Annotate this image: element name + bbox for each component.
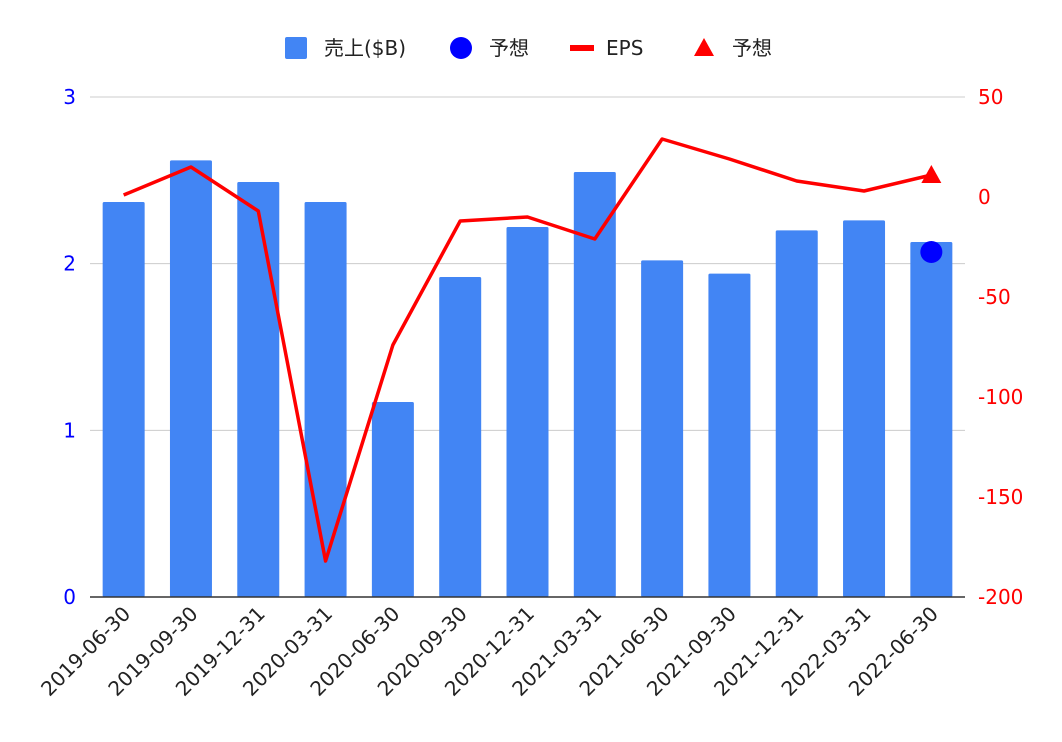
bar (506, 227, 549, 597)
legend-swatch-circle (450, 37, 472, 59)
bar (910, 242, 953, 597)
bar (573, 172, 616, 597)
eps-line (122, 137, 932, 563)
right-tick-label: -150 (978, 485, 1023, 509)
forecast-point-triangle (921, 165, 942, 183)
legend-swatch-triangle (694, 38, 714, 56)
legend-label: EPS (606, 36, 643, 60)
forecast-point-circle (920, 241, 943, 263)
left-tick-label: 0 (63, 585, 76, 609)
bar (304, 202, 347, 597)
bar (708, 273, 751, 597)
right-tick-label: 0 (978, 185, 991, 209)
line-series (122, 137, 932, 563)
bar (775, 230, 818, 598)
right-axis-ticks: -200 -150 -100 -50 0 50 (978, 85, 1023, 609)
legend-swatch-line (570, 45, 594, 51)
bar (237, 182, 280, 597)
legend-label: 売上($B) (324, 36, 406, 60)
left-tick-label: 3 (63, 85, 76, 109)
legend-label: 予想 (732, 36, 772, 60)
bar (641, 260, 684, 597)
bar (102, 202, 145, 597)
bar (371, 402, 414, 597)
bar (843, 220, 886, 598)
left-tick-label: 1 (63, 418, 76, 442)
right-tick-label: -100 (978, 385, 1023, 409)
right-tick-label: 50 (978, 85, 1003, 109)
legend-swatch-bar (285, 37, 307, 59)
legend: 売上($B) 予想 EPS 予想 (285, 36, 772, 60)
left-axis-ticks: 0 1 2 3 (63, 85, 76, 609)
left-tick-label: 2 (63, 252, 76, 276)
right-tick-label: -50 (978, 285, 1011, 309)
x-axis-ticks: 2019-06-302019-09-302019-12-312020-03-31… (36, 602, 943, 701)
bar (439, 277, 482, 597)
right-tick-label: -200 (978, 585, 1023, 609)
forecast-points (920, 165, 943, 263)
legend-label: 予想 (489, 36, 529, 60)
bar (169, 160, 212, 598)
bar-series (102, 160, 953, 598)
